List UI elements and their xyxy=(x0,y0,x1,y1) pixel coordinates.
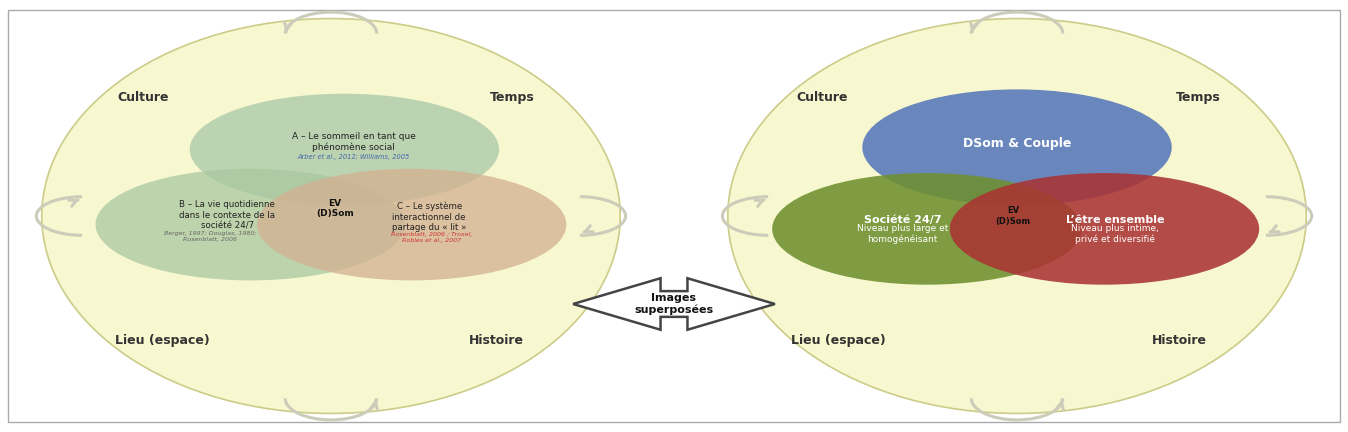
Text: Histoire: Histoire xyxy=(469,334,524,347)
Text: Société 24/7: Société 24/7 xyxy=(864,215,941,226)
Text: Lieu (espace): Lieu (espace) xyxy=(791,334,886,347)
Text: L’être ensemble: L’être ensemble xyxy=(1066,215,1165,226)
Ellipse shape xyxy=(190,94,499,205)
Text: Niveau plus large et
homogénéisant: Niveau plus large et homogénéisant xyxy=(857,224,949,244)
Text: Lieu (espace): Lieu (espace) xyxy=(116,334,210,347)
Ellipse shape xyxy=(96,169,404,280)
Text: Rosenblatt, 2006 ; Troxel,
Robles et al., 2007: Rosenblatt, 2006 ; Troxel, Robles et al.… xyxy=(391,232,473,243)
Ellipse shape xyxy=(863,89,1171,205)
Text: Temps: Temps xyxy=(491,92,535,105)
Polygon shape xyxy=(573,278,775,330)
Text: DSom & Couple: DSom & Couple xyxy=(962,137,1072,150)
Text: Histoire: Histoire xyxy=(1153,334,1208,347)
Ellipse shape xyxy=(728,19,1306,413)
Ellipse shape xyxy=(257,169,566,280)
Text: A – Le sommeil en tant que
phénomène social: A – Le sommeil en tant que phénomène soc… xyxy=(293,132,415,152)
Text: Culture: Culture xyxy=(117,92,168,105)
Ellipse shape xyxy=(950,173,1259,285)
Text: B – La vie quotidienne
dans le contexte de la
société 24/7: B – La vie quotidienne dans le contexte … xyxy=(179,200,275,230)
Text: EV
(D)Som: EV (D)Som xyxy=(995,206,1031,226)
Text: Niveau plus intime,
privé et diversifié: Niveau plus intime, privé et diversifié xyxy=(1072,224,1159,244)
Text: EV
(D)Som: EV (D)Som xyxy=(317,199,355,218)
Ellipse shape xyxy=(42,19,620,413)
Text: C – Le système
interactionnel de
partage du « lit »: C – Le système interactionnel de partage… xyxy=(392,202,466,232)
Text: Culture: Culture xyxy=(797,92,848,105)
Text: Berger, 1997; Douglas, 1980;
Rosenblatt, 2006: Berger, 1997; Douglas, 1980; Rosenblatt,… xyxy=(163,231,256,242)
Text: Arber et al., 2012; Williams, 2005: Arber et al., 2012; Williams, 2005 xyxy=(298,154,410,160)
Text: Images
superposées: Images superposées xyxy=(635,293,713,315)
Ellipse shape xyxy=(772,173,1081,285)
Text: Temps: Temps xyxy=(1177,92,1221,105)
